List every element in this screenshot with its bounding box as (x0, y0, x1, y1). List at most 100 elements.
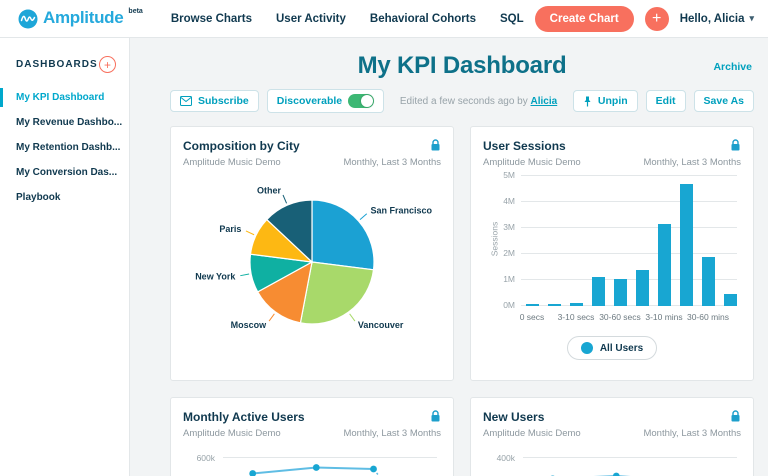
session-bar[interactable] (569, 303, 583, 306)
session-bar[interactable] (525, 304, 539, 306)
gridline (521, 227, 737, 228)
pie-slice-san-francisco[interactable] (311, 199, 375, 271)
cards-grid: Composition by City Amplitude Music Demo… (170, 126, 754, 476)
session-bar[interactable] (723, 294, 737, 306)
chart-source: Amplitude Music Demo (483, 428, 581, 439)
nav-item-browse-charts[interactable]: Browse Charts (170, 12, 252, 25)
pie-leader-line (268, 313, 275, 322)
sidebar-item-my-revenue-dashbo[interactable]: My Revenue Dashbo... (16, 117, 123, 128)
gridline (521, 175, 737, 176)
session-bar[interactable] (613, 278, 627, 306)
chevron-down-icon: ▾ (749, 13, 754, 23)
pie-label: San Francisco (371, 205, 433, 215)
x-tick-label: 30-60 mins (686, 312, 730, 322)
pie-leader-line (359, 213, 368, 221)
beta-badge: beta (128, 8, 143, 15)
pie-label: Vancouver (358, 320, 404, 330)
chart-range: Monthly, Last 3 Months (643, 428, 741, 439)
data-point[interactable] (249, 470, 257, 476)
chart-source: Amplitude Music Demo (183, 428, 281, 439)
pie-label: Paris (219, 224, 241, 234)
add-dashboard-button[interactable]: + (99, 56, 116, 73)
quick-add-button[interactable]: + (644, 6, 669, 31)
card-title[interactable]: New Users (483, 410, 545, 424)
nav-right: Create Chart + Hello, Alicia ▾ (534, 5, 754, 32)
page-title: My KPI Dashboard (357, 52, 567, 79)
dashboard-main: My KPI Dashboard Archive Subscribe Disco… (130, 38, 768, 476)
data-point[interactable] (312, 464, 320, 471)
all-users-filter[interactable]: All Users (566, 336, 658, 360)
dashboard-toolbar: Subscribe Discoverable Edited a few seco… (170, 89, 754, 113)
x-tick-label: 3-10 mins (645, 312, 683, 322)
pie-leader-line (349, 313, 356, 322)
amplitude-logo[interactable]: Amplitude beta (18, 8, 143, 29)
discoverable-toggle[interactable] (348, 94, 375, 108)
pie-slice-other[interactable] (265, 199, 313, 264)
edited-user-link[interactable]: Alicia (530, 95, 558, 107)
nav-item-sql[interactable]: SQL (499, 12, 524, 25)
chart-range: Monthly, Last 3 Months (343, 157, 441, 168)
card-title[interactable]: Composition by City (183, 139, 300, 153)
x-tick-label: 3-10 secs (557, 312, 595, 322)
card-composition-by-city: Composition by City Amplitude Music Demo… (170, 126, 454, 381)
pie-label: New York (195, 272, 236, 282)
sidebar-item-my-kpi-dashboard[interactable]: My KPI Dashboard (0, 85, 129, 110)
top-nav: Amplitude beta Browse Charts User Activi… (0, 0, 768, 38)
pie-leader-line (240, 273, 250, 277)
nav-item-user-activity[interactable]: User Activity (276, 12, 346, 25)
gridline (521, 201, 737, 202)
card-title[interactable]: User Sessions (483, 139, 566, 153)
line-chart-svg (249, 464, 381, 476)
projection-dashed-line (372, 468, 381, 476)
sidebar-item-my-retention-dashb[interactable]: My Retention Dashb... (16, 142, 121, 153)
sidebar-item-my-conversion-das[interactable]: My Conversion Das... (16, 167, 118, 178)
lock-icon (731, 139, 740, 151)
new-users-line-chart: 400k300k (483, 449, 741, 476)
y-tick-label: 1M (503, 274, 515, 284)
y-tick-label: 2M (503, 248, 515, 258)
session-bar[interactable] (701, 256, 715, 306)
composition-pie-svg: San Francisco Vancouver Moscow New York Pari… (195, 185, 433, 330)
data-point[interactable] (612, 472, 620, 476)
nav-menu: Browse Charts User Activity Behavioral C… (171, 13, 524, 25)
mau-line-chart: 600k (183, 449, 441, 476)
card-title[interactable]: Monthly Active Users (183, 410, 305, 424)
unpin-button[interactable]: Unpin (572, 90, 638, 112)
series-dot-icon (580, 342, 593, 354)
y-tick-label: 3M (503, 222, 515, 232)
y-tick-label: 5M (503, 170, 515, 180)
session-bar[interactable] (547, 304, 561, 306)
user-greeting: Hello, Alicia (679, 12, 745, 25)
pie-label: Other (257, 185, 282, 195)
amplitude-logo-icon (18, 9, 38, 29)
envelope-icon (180, 96, 192, 106)
create-chart-button[interactable]: Create Chart (534, 5, 634, 32)
pie-leader-line (282, 194, 288, 204)
session-bar[interactable] (591, 277, 605, 306)
pie-slice-moscow[interactable] (256, 260, 313, 324)
session-bar[interactable] (635, 269, 649, 306)
logo-text: Amplitude (43, 8, 124, 27)
sidebar-item-playbook[interactable]: Playbook (16, 192, 61, 203)
chart-range: Monthly, Last 3 Months (643, 157, 741, 168)
sidebar-list: My KPI Dashboard My Revenue Dashbo... My R… (0, 85, 129, 210)
card-monthly-active-users: Monthly Active Users Amplitude Music Dem… (170, 397, 454, 476)
y-axis-label: Sessions (489, 221, 500, 257)
session-bar[interactable] (657, 224, 671, 306)
save-as-button[interactable]: Save As (693, 90, 754, 112)
y-tick-label: 0M (503, 300, 515, 310)
session-bar[interactable] (679, 183, 693, 306)
pin-icon (584, 96, 591, 106)
user-menu[interactable]: Hello, Alicia ▾ (680, 13, 754, 25)
subscribe-button[interactable]: Subscribe (170, 90, 259, 112)
archive-link[interactable]: Archive (713, 61, 752, 73)
gridline (521, 305, 737, 306)
card-new-users: New Users Amplitude Music Demo Monthly, … (470, 397, 754, 476)
y-tick-label: 600k (196, 453, 215, 463)
line-chart-svg (550, 472, 631, 476)
y-tick-label: 400k (496, 453, 515, 463)
data-point[interactable] (370, 465, 377, 473)
pie-slice-vancouver[interactable] (299, 261, 375, 325)
nav-item-behavioral-cohorts[interactable]: Behavioral Cohorts (369, 12, 476, 25)
edit-button[interactable]: Edit (645, 90, 686, 112)
